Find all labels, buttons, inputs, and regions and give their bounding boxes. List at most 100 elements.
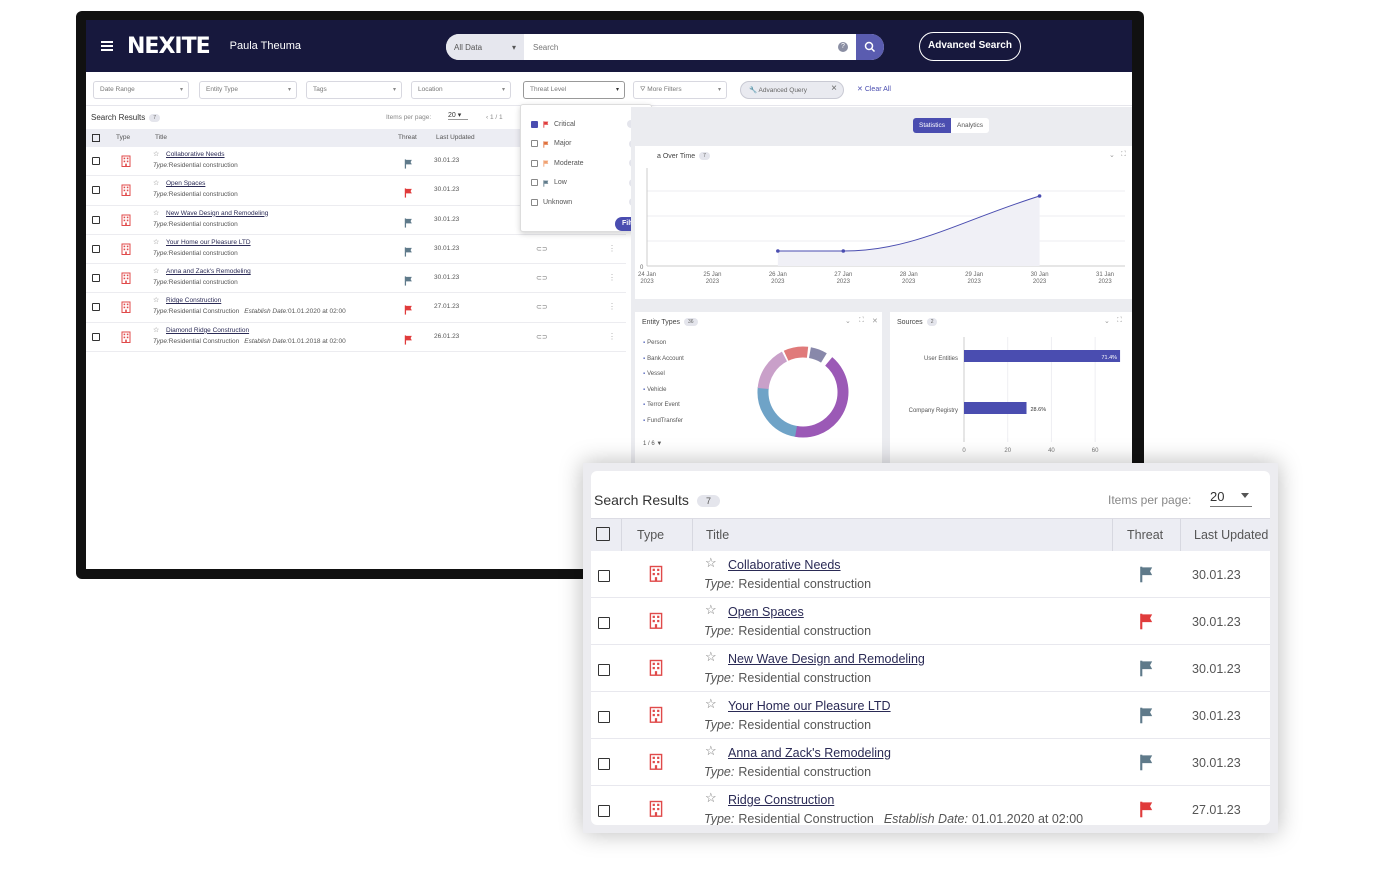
column-last-updated[interactable]: Last Updated: [1194, 528, 1269, 542]
row-menu-icon[interactable]: ⋮: [608, 273, 616, 283]
column-last-updated[interactable]: Last Updated: [436, 134, 475, 141]
table-row[interactable]: ☆ Your Home our Pleasure LTD Type:Resident…: [86, 235, 626, 265]
row-checkbox[interactable]: [92, 157, 100, 165]
expand-icon[interactable]: ⛶: [859, 317, 864, 324]
close-icon[interactable]: ×: [831, 83, 837, 94]
row-title-link[interactable]: Collaborative Needs: [728, 558, 841, 572]
column-type[interactable]: Type: [116, 134, 131, 141]
row-title-link[interactable]: New Wave Design and Remodeling: [166, 209, 269, 217]
row-checkbox[interactable]: [598, 805, 610, 817]
entity-type-filter[interactable]: Entity Type ▾: [199, 81, 297, 99]
column-threat[interactable]: Threat: [1127, 528, 1164, 542]
row-title-link[interactable]: Diamond Ridge Construction: [166, 326, 250, 334]
advanced-search-button[interactable]: Advanced Search: [919, 32, 1021, 61]
column-title[interactable]: Title: [155, 134, 168, 141]
row-checkbox[interactable]: [92, 215, 100, 224]
date-range-filter[interactable]: Date Range ▾: [93, 81, 189, 99]
select-all-checkbox[interactable]: [596, 527, 610, 541]
row-menu-icon[interactable]: ⋮: [608, 243, 616, 253]
threat-option-critical[interactable]: Critical: [531, 118, 575, 130]
table-row[interactable]: ☆ Ridge Construction Type:Residential Cons…: [591, 786, 1270, 825]
star-icon[interactable]: ☆: [153, 180, 160, 188]
row-title-link[interactable]: Ridge Construction: [166, 297, 222, 305]
star-icon[interactable]: ☆: [705, 790, 717, 805]
row-checkbox[interactable]: [92, 244, 100, 253]
chevron-down-icon[interactable]: ⌄: [845, 318, 851, 325]
threat-option-moderate[interactable]: Moderate: [531, 157, 584, 169]
expand-icon[interactable]: ⛶: [1121, 151, 1126, 158]
star-icon[interactable]: ☆: [705, 555, 717, 570]
row-title-link[interactable]: Your Home our Pleasure LTD: [166, 238, 251, 246]
row-checkbox[interactable]: [92, 274, 100, 283]
star-icon[interactable]: ☆: [153, 151, 160, 158]
table-row[interactable]: ☆ Collaborative Needs Type:Residential con…: [591, 551, 1270, 598]
table-row[interactable]: ☆ Ridge Construction Type:Residential Cons…: [86, 293, 626, 323]
clear-all-button[interactable]: ✕ Clear All: [857, 85, 891, 93]
table-row[interactable]: ☆ Anna and Zack's Remodeling Type:Resident…: [591, 739, 1270, 786]
row-checkbox[interactable]: [92, 303, 100, 312]
search-button[interactable]: [856, 34, 884, 60]
column-title[interactable]: Title: [706, 528, 730, 542]
advanced-query-chip[interactable]: 🔧 Advanced Query ×: [740, 81, 844, 99]
threat-option-checkbox[interactable]: [531, 120, 538, 128]
row-checkbox[interactable]: [92, 332, 100, 341]
star-icon[interactable]: ☆: [153, 209, 160, 217]
link-icon[interactable]: ⊂⊃: [536, 245, 548, 253]
user-name[interactable]: Paula Theuma: [229, 40, 301, 52]
data-point[interactable]: [1037, 194, 1042, 198]
link-icon[interactable]: ⊂⊃: [536, 275, 548, 283]
bar[interactable]: [964, 402, 1027, 414]
data-point[interactable]: [776, 249, 780, 253]
row-checkbox[interactable]: [598, 570, 610, 582]
search-input[interactable]: [524, 42, 838, 52]
row-title-link[interactable]: Ridge Construction: [728, 793, 835, 807]
items-per-page-select[interactable]: 20: [1210, 489, 1252, 507]
row-checkbox[interactable]: [598, 617, 610, 629]
select-all-checkbox[interactable]: [92, 134, 100, 142]
legend-item[interactable]: ▪ Person: [643, 340, 666, 346]
row-title-link[interactable]: Open Spaces: [728, 605, 804, 619]
row-checkbox[interactable]: [598, 711, 610, 723]
threat-option-checkbox[interactable]: [531, 198, 538, 206]
star-icon[interactable]: ☆: [705, 602, 717, 617]
link-icon[interactable]: ⊂⊃: [536, 333, 548, 341]
row-title-link[interactable]: Open Spaces: [166, 180, 206, 188]
chevron-down-icon[interactable]: ⌄: [1104, 318, 1110, 325]
row-title-link[interactable]: Anna and Zack's Remodeling: [166, 268, 251, 276]
table-row[interactable]: ☆ Anna and Zack's Remodeling Type:Resident…: [86, 264, 626, 294]
star-icon[interactable]: ☆: [153, 326, 160, 334]
row-menu-icon[interactable]: ⋮: [608, 302, 616, 312]
row-title-link[interactable]: Collaborative Needs: [166, 151, 225, 158]
help-icon[interactable]: ?: [838, 42, 848, 52]
tags-filter[interactable]: Tags ▾: [306, 81, 402, 99]
row-checkbox[interactable]: [92, 186, 100, 195]
items-per-page-select[interactable]: 20 ▾: [448, 111, 468, 120]
threat-option-checkbox[interactable]: [531, 179, 538, 186]
threat-option-low[interactable]: Low: [531, 177, 567, 189]
star-icon[interactable]: ☆: [705, 743, 717, 758]
row-menu-icon[interactable]: ⋮: [608, 331, 616, 341]
legend-item[interactable]: ▪ Vehicle: [643, 387, 667, 393]
threat-option-checkbox[interactable]: [531, 159, 538, 167]
close-icon[interactable]: ✕: [872, 318, 878, 325]
threat-option-checkbox[interactable]: [531, 140, 538, 147]
bar[interactable]: [964, 350, 1121, 362]
star-icon[interactable]: ☆: [705, 649, 717, 664]
tab-analytics[interactable]: Analytics: [951, 118, 990, 133]
threat-level-filter[interactable]: Threat Level ▾: [523, 81, 625, 99]
pagination[interactable]: ‹ 1 / 1: [486, 114, 503, 121]
hamburger-menu-icon[interactable]: [101, 41, 113, 51]
legend-item[interactable]: ▪ FundTransfer: [643, 418, 683, 424]
column-threat[interactable]: Threat: [398, 134, 417, 141]
star-icon[interactable]: ☆: [153, 238, 160, 246]
table-row[interactable]: ☆ Open Spaces Type:Residential constructio…: [591, 598, 1270, 645]
star-icon[interactable]: ☆: [153, 268, 160, 276]
search-scope-select[interactable]: All Data ▾: [446, 34, 524, 60]
table-row[interactable]: ☆ New Wave Design and Remodeling Type:Resi…: [591, 645, 1270, 692]
threat-option-major[interactable]: Major: [531, 138, 572, 150]
expand-icon[interactable]: ⛶: [1117, 317, 1122, 324]
row-title-link[interactable]: Anna and Zack's Remodeling: [728, 746, 891, 760]
table-row[interactable]: ☆ Diamond Ridge Construction Type:Resident…: [86, 323, 626, 353]
legend-item[interactable]: ▪ Vessel: [643, 371, 665, 377]
legend-item[interactable]: ▪ Terror Event: [643, 402, 680, 408]
